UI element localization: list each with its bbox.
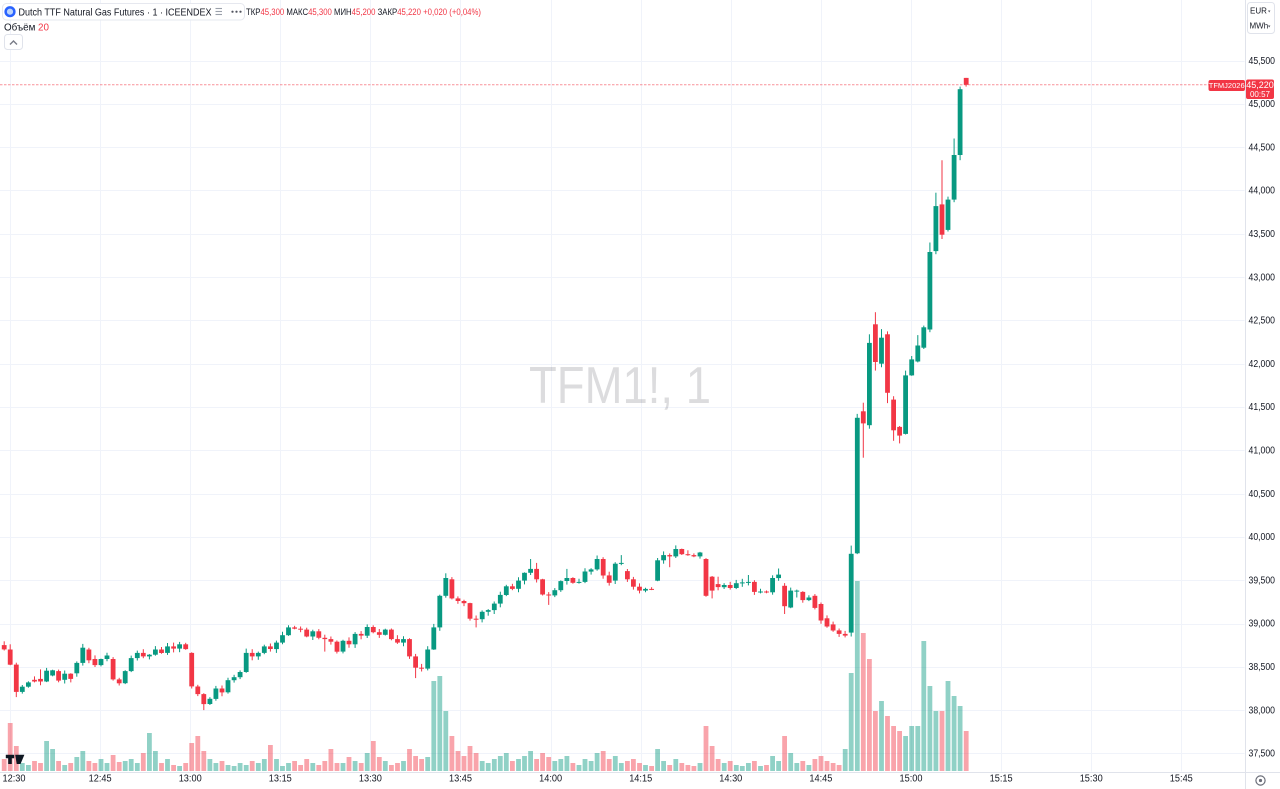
svg-text:37,500: 37,500 — [1249, 749, 1276, 760]
svg-text:13:30: 13:30 — [359, 774, 382, 785]
svg-text:15:15: 15:15 — [990, 774, 1013, 785]
svg-text:39,000: 39,000 — [1249, 619, 1276, 630]
svg-text:Dutch TTF Natural Gas Futures: Dutch TTF Natural Gas Futures · 1 · ICEE… — [19, 7, 212, 19]
svg-text:43,500: 43,500 — [1249, 229, 1276, 240]
svg-text:14:30: 14:30 — [719, 774, 742, 785]
svg-text:13:15: 13:15 — [269, 774, 292, 785]
svg-text:Объём 20: Объём 20 — [4, 22, 49, 34]
svg-text:14:45: 14:45 — [809, 774, 832, 785]
svg-text:44,500: 44,500 — [1249, 142, 1276, 153]
svg-text:TFMJ2026: TFMJ2026 — [1209, 81, 1245, 90]
svg-text:13:00: 13:00 — [179, 774, 202, 785]
svg-text:45,000: 45,000 — [1249, 99, 1276, 110]
svg-text:15:45: 15:45 — [1170, 774, 1193, 785]
svg-text:45,500: 45,500 — [1249, 56, 1276, 67]
svg-text:12:30: 12:30 — [3, 774, 26, 785]
svg-text:14:00: 14:00 — [539, 774, 562, 785]
svg-text:44,000: 44,000 — [1249, 186, 1276, 197]
svg-text:38,500: 38,500 — [1249, 662, 1276, 673]
svg-text:45,220: 45,220 — [1246, 80, 1274, 90]
svg-text:MWh: MWh — [1250, 22, 1269, 31]
svg-text:00:57: 00:57 — [1250, 90, 1271, 99]
svg-text:42,000: 42,000 — [1249, 359, 1276, 370]
svg-text:41,500: 41,500 — [1249, 402, 1276, 413]
svg-text:38,000: 38,000 — [1249, 705, 1276, 716]
svg-text:40,000: 40,000 — [1249, 532, 1276, 543]
svg-text:15:30: 15:30 — [1080, 774, 1103, 785]
svg-text:41,000: 41,000 — [1249, 446, 1276, 457]
svg-text:14:15: 14:15 — [629, 774, 652, 785]
svg-text:TFM1!, 1: TFM1!, 1 — [529, 357, 711, 415]
svg-text:15:00: 15:00 — [900, 774, 923, 785]
svg-text:42,500: 42,500 — [1249, 316, 1276, 327]
svg-text:12:45: 12:45 — [89, 774, 112, 785]
svg-text:43,000: 43,000 — [1249, 272, 1276, 283]
svg-text:40,500: 40,500 — [1249, 489, 1276, 500]
svg-text:ТКР45,300 МАКС45,300 МИН45,200: ТКР45,300 МАКС45,300 МИН45,200 ЗАКР45,22… — [246, 7, 481, 17]
svg-text:EUR: EUR — [1250, 7, 1267, 16]
svg-text:13:45: 13:45 — [449, 774, 472, 785]
svg-text:39,500: 39,500 — [1249, 575, 1276, 586]
